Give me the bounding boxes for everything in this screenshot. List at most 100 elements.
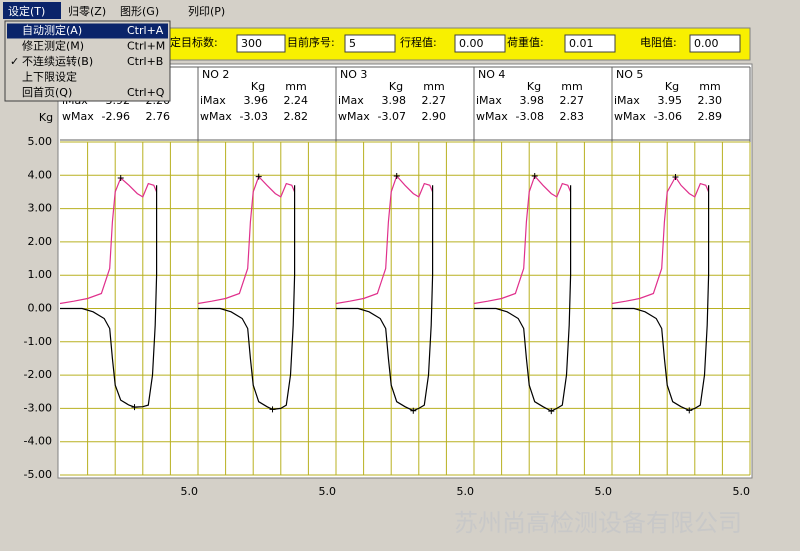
field-label: 定目标数:: [170, 35, 218, 49]
row-label: wMax: [200, 110, 232, 123]
field-label: 目前序号:: [287, 35, 335, 49]
field-value: 5: [349, 37, 356, 50]
menu-item[interactable]: 归零(Z): [68, 4, 106, 18]
unit-label: Kg: [527, 80, 541, 93]
panel-title: NO 2: [202, 68, 229, 81]
shortcut: Ctrl+Q: [127, 86, 165, 99]
row-label: iMax: [200, 94, 226, 107]
curve: [336, 185, 434, 412]
row-value: 2.30: [698, 94, 723, 107]
field-box[interactable]: [564, 34, 616, 53]
row-label: iMax: [338, 94, 364, 107]
field-box[interactable]: [344, 34, 396, 53]
field-value: 0.00: [459, 37, 484, 50]
shortcut: Ctrl+B: [127, 55, 163, 68]
x-tick-label: 5.0: [457, 485, 475, 498]
curve: [474, 185, 572, 412]
field-value: 300: [241, 37, 262, 50]
field-box[interactable]: [236, 34, 286, 53]
panel-title: NO 5: [616, 68, 643, 81]
row-value: 3.95: [658, 94, 683, 107]
extreme-marker: [393, 172, 400, 179]
row-label: wMax: [614, 110, 646, 123]
row-value: -3.03: [240, 110, 268, 123]
y-tick-label: -1.00: [24, 335, 52, 348]
dropdown-item[interactable]: 自动测定(A): [22, 23, 82, 37]
dropdown-item[interactable]: 回首页(Q): [22, 85, 72, 99]
row-value: -2.96: [102, 110, 130, 123]
curve: [335, 174, 434, 305]
dropdown-highlight: [7, 23, 168, 39]
y-tick-label: 2.00: [28, 235, 53, 248]
curve: [473, 174, 572, 305]
y-tick-label: 5.00: [28, 135, 53, 148]
shortcut: Ctrl+M: [127, 40, 165, 53]
field-value: 0.00: [694, 37, 719, 50]
curve: [60, 185, 158, 408]
field-label: 荷重值:: [507, 35, 544, 49]
unit-label: mm: [285, 80, 306, 93]
unit-label: mm: [699, 80, 720, 93]
row-value: 2.24: [284, 94, 309, 107]
row-value: 2.27: [422, 94, 447, 107]
extreme-marker: [269, 406, 276, 413]
row-value: 2.27: [560, 94, 585, 107]
extreme-marker: [672, 173, 679, 180]
unit-label: Kg: [665, 80, 679, 93]
field-label: 行程值:: [400, 36, 437, 49]
menu-item[interactable]: 列印(P): [188, 4, 225, 18]
overlay: 设定(T) 归零(Z) 图形(G) 列印(P) 自动测定(A) Ctrl+A 修正测定(M)…: [3, 2, 225, 102]
y-tick-label: -2.00: [24, 368, 52, 381]
field-label: 电阻值:: [640, 36, 677, 49]
y-tick-label: 1.00: [28, 268, 53, 281]
y-tick-label: -4.00: [24, 435, 52, 448]
unit-label: Kg: [389, 80, 403, 93]
panel-title: NO 4: [478, 68, 505, 81]
extreme-marker: [410, 407, 417, 414]
menu-item[interactable]: 图形(G): [120, 5, 159, 18]
row-value: -3.06: [654, 110, 682, 123]
extreme-marker: [255, 173, 262, 180]
unit-label: mm: [561, 80, 582, 93]
row-label: iMax: [614, 94, 640, 107]
plot-area: [57, 63, 753, 479]
row-label: iMax: [476, 94, 502, 107]
field-box[interactable]: [689, 34, 741, 53]
curve: [611, 175, 710, 305]
row-value: 2.76: [146, 110, 171, 123]
curve: [197, 175, 296, 305]
dropdown-item[interactable]: 上下限设定: [22, 70, 77, 84]
row-value: 3.98: [520, 94, 545, 107]
x-tick-label: 5.0: [319, 485, 337, 498]
shortcut: Ctrl+A: [127, 24, 164, 37]
field-box[interactable]: [454, 34, 506, 53]
unit-label: Kg: [251, 80, 265, 93]
menu-highlight: [3, 2, 61, 19]
unit-label: mm: [423, 80, 444, 93]
row-value: 2.89: [698, 110, 723, 123]
extreme-marker: [531, 172, 538, 179]
row-value: 2.83: [560, 110, 585, 123]
x-tick-label: 5.0: [595, 485, 613, 498]
row-label: wMax: [338, 110, 370, 123]
y-tick-label: 3.00: [28, 202, 53, 215]
curve: [59, 176, 158, 305]
dropdown-item[interactable]: 不连续运转(B): [22, 54, 93, 68]
row-value: -3.08: [516, 110, 544, 123]
panel-title: NO 3: [340, 68, 367, 81]
check-mark: ✓: [10, 55, 19, 68]
extreme-marker: [548, 408, 555, 415]
dropdown-item[interactable]: 修正测定(M): [22, 39, 84, 53]
y-tick-label: -5.00: [24, 468, 52, 481]
y-tick-label: 0.00: [28, 302, 53, 315]
row-label: wMax: [62, 110, 94, 123]
x-tick-label: 5.0: [181, 485, 199, 498]
y-tick-label: 4.00: [28, 168, 53, 181]
curve: [198, 185, 296, 411]
y-tick-label: -3.00: [24, 401, 52, 414]
menu-item[interactable]: 设定(T): [8, 4, 45, 18]
extreme-marker: [131, 404, 138, 411]
extreme-marker: [117, 174, 124, 181]
